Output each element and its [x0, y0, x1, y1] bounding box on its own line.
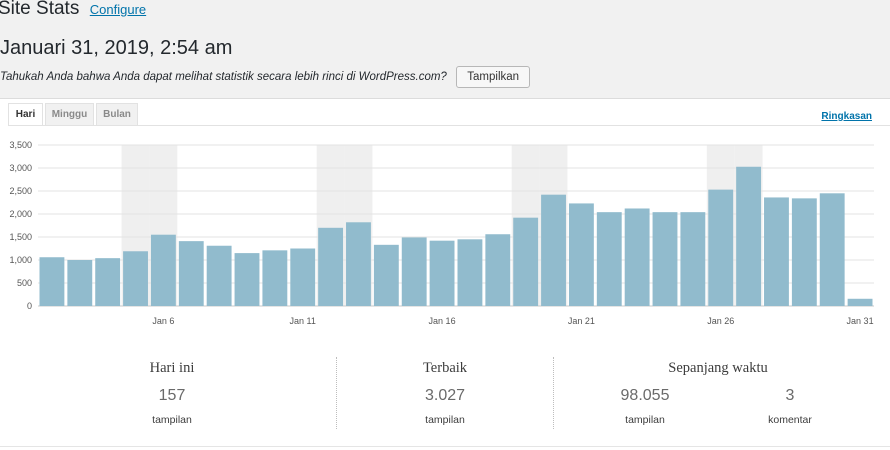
- x-tick-label: Jan 16: [429, 316, 456, 326]
- bar: [541, 194, 566, 306]
- alltime-heading: Sepanjang waktu: [668, 360, 768, 376]
- promo-row: Tahukah Anda bahwa Anda dapat melihat st…: [0, 66, 531, 88]
- today-value: 157: [158, 387, 186, 404]
- x-tick-label: Jan 11: [290, 316, 316, 326]
- tab-month[interactable]: Bulan: [96, 103, 138, 125]
- bar: [764, 197, 789, 306]
- y-tick-label: 500: [17, 278, 32, 288]
- today-heading: Hari ini: [149, 360, 195, 376]
- best-value: 3.027: [424, 387, 466, 404]
- alltime-views-value: 98.055: [620, 387, 670, 404]
- y-tick-label: 2,500: [9, 186, 32, 196]
- bar: [708, 189, 734, 306]
- bar: [624, 208, 650, 306]
- bar: [262, 250, 288, 306]
- bar: [178, 241, 204, 306]
- x-tick-label: Jan 6: [152, 316, 174, 326]
- bar: [485, 234, 511, 306]
- best-heading: Terbaik: [422, 360, 468, 376]
- bar: [401, 237, 427, 306]
- x-tick-label: Jan 26: [707, 316, 734, 326]
- summary-link[interactable]: Ringkasan: [821, 111, 872, 122]
- y-tick-label: 1,500: [9, 232, 32, 242]
- stats-summary: Hari ini 157 tampilan Terbaik 3.027 tamp…: [0, 352, 890, 449]
- bar: [290, 248, 316, 306]
- show-button[interactable]: Tampilkan: [456, 66, 531, 88]
- alltime-comments-value: 3: [785, 387, 795, 404]
- promo-text: Tahukah Anda bahwa Anda dapat melihat st…: [0, 71, 447, 83]
- alltime-views-unit: tampilan: [625, 414, 665, 426]
- bar: [568, 203, 594, 306]
- bar: [39, 257, 65, 306]
- title-row: Site Stats Configure: [0, 0, 146, 22]
- panel-bottom-border: [0, 446, 890, 447]
- tab-day[interactable]: Hari: [8, 103, 43, 126]
- bar: [457, 239, 483, 306]
- stats-header: Site Stats Configure Januari 31, 2019, 2…: [0, 0, 890, 100]
- y-tick-label: 3,500: [9, 140, 32, 150]
- stats-divider: [553, 357, 554, 429]
- bar: [736, 166, 762, 306]
- tab-divider: [8, 125, 890, 126]
- bar: [819, 193, 845, 306]
- bar: [373, 244, 399, 306]
- bar: [652, 212, 678, 306]
- y-tick-label: 2,000: [9, 209, 32, 219]
- stats-date: Januari 31, 2019, 2:54 am: [0, 37, 233, 59]
- y-tick-label: 0: [27, 301, 32, 311]
- bar: [206, 245, 232, 306]
- best-unit: tampilan: [425, 414, 465, 426]
- configure-link[interactable]: Configure: [89, 2, 147, 17]
- bar: [596, 212, 622, 306]
- bar: [680, 212, 706, 306]
- bar: [123, 251, 148, 306]
- y-tick-label: 3,000: [9, 163, 32, 173]
- alltime-comments-unit: komentar: [768, 414, 812, 426]
- x-tick-label: Jan 31: [847, 316, 874, 326]
- stats-divider: [336, 357, 337, 429]
- bar: [791, 198, 817, 306]
- bar: [150, 234, 176, 306]
- y-tick-label: 1,000: [9, 255, 32, 265]
- tab-week[interactable]: Minggu: [45, 103, 94, 125]
- page-title: Site Stats: [0, 0, 80, 19]
- bar: [95, 258, 121, 306]
- bar: [234, 253, 260, 306]
- bar: [429, 240, 455, 306]
- bar: [513, 217, 539, 306]
- bar: [847, 298, 873, 306]
- views-bar-chart: 0 500 1,000 1,500 2,000 2,500 3,000 3,500 Jan 6 J…: [9, 140, 874, 326]
- x-tick-label: Jan 21: [568, 316, 595, 326]
- bar: [318, 227, 344, 306]
- bar: [346, 222, 371, 306]
- bar: [67, 260, 93, 306]
- today-unit: tampilan: [152, 414, 192, 426]
